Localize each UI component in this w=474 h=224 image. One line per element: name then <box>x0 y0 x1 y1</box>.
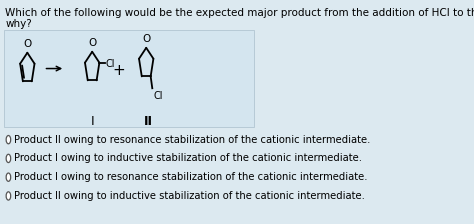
Text: Product II owing to resonance stabilization of the cationic intermediate.: Product II owing to resonance stabilizat… <box>14 135 370 145</box>
Text: Which of the following would be the expected major product from the addition of : Which of the following would be the expe… <box>5 8 474 18</box>
Circle shape <box>6 173 11 181</box>
Circle shape <box>6 136 11 144</box>
Text: O: O <box>142 34 150 44</box>
Circle shape <box>6 192 11 200</box>
Text: +: + <box>113 63 126 78</box>
Text: why?: why? <box>5 19 32 29</box>
Text: O: O <box>88 38 96 48</box>
Text: Product II owing to inductive stabilization of the cationic intermediate.: Product II owing to inductive stabilizat… <box>14 191 365 201</box>
FancyBboxPatch shape <box>4 30 254 127</box>
Text: Cl: Cl <box>154 91 163 101</box>
Text: O: O <box>23 39 31 49</box>
Text: Cl: Cl <box>106 59 115 69</box>
Text: Product I owing to inductive stabilization of the cationic intermediate.: Product I owing to inductive stabilizati… <box>14 153 362 164</box>
Circle shape <box>6 154 11 163</box>
Text: Product I owing to resonance stabilization of the cationic intermediate.: Product I owing to resonance stabilizati… <box>14 172 367 182</box>
Text: I: I <box>91 115 94 128</box>
Text: II: II <box>144 115 153 128</box>
